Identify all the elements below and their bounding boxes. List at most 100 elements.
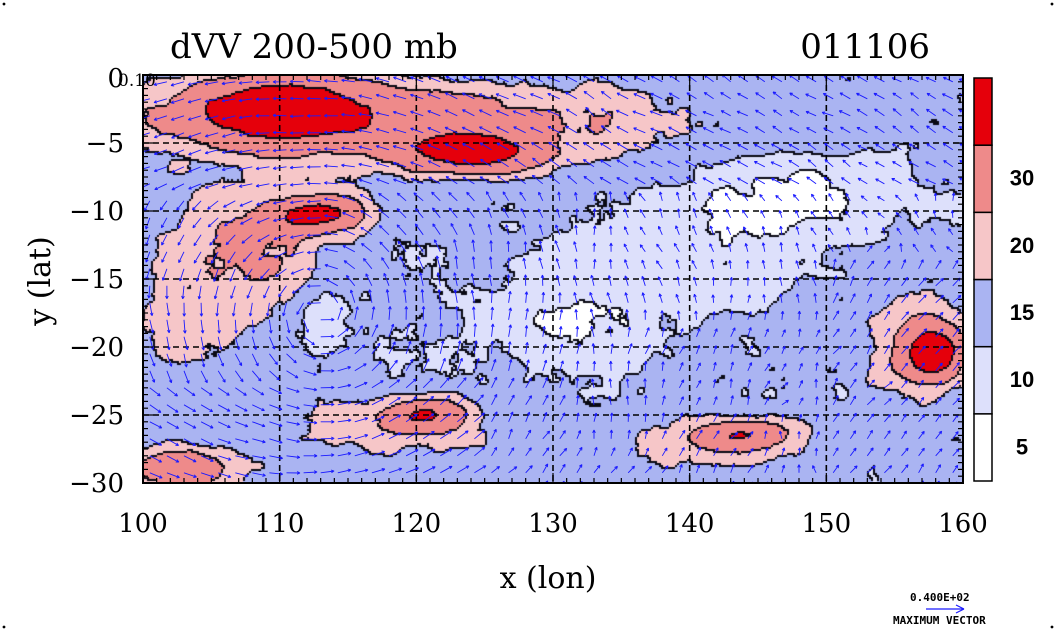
wind-vector-377: [724, 192, 732, 202]
wind-vector-349: [239, 200, 253, 207]
wind-vector-1045: [422, 430, 435, 440]
wind-vector-901: [474, 377, 484, 389]
wind-vector-1205: [645, 485, 653, 489]
wind-vector-1158: [678, 464, 683, 473]
wind-vector-545: [244, 268, 253, 281]
wind-vector-303: [289, 183, 304, 187]
wind-vector-1154: [610, 465, 618, 474]
wind-vector-302: [272, 183, 287, 188]
wind-vector-986: [252, 421, 266, 428]
wind-vector-867: [730, 361, 735, 371]
wind-vector-644: [266, 302, 270, 317]
wind-vector-1094: [422, 448, 436, 457]
wind-vector-467: [592, 225, 597, 235]
wind-vector-1050: [508, 428, 513, 439]
wind-vector-679: [866, 293, 872, 303]
wind-vector-744: [303, 336, 315, 346]
wind-vector-527: [779, 242, 783, 252]
wind-vector-793: [303, 353, 317, 360]
wind-vector-1047: [457, 430, 469, 440]
wind-vector-608: [488, 274, 492, 286]
wind-vector-677: [832, 292, 839, 303]
wind-vector-585: [935, 259, 942, 270]
wind-vector-975: [901, 397, 909, 406]
wind-vector-257: [341, 163, 355, 168]
wind-vector-433: [845, 210, 851, 219]
wind-vector-1010: [661, 412, 666, 422]
wind-vector-435: [877, 212, 885, 219]
wind-vector-624: [762, 276, 767, 286]
wind-vector-502: [342, 245, 356, 253]
wind-vector-344: [159, 200, 168, 211]
wind-vector-868: [747, 362, 753, 371]
wind-vector-282: [770, 161, 783, 168]
wind-vector-256: [324, 164, 338, 168]
wind-vector-879: [935, 362, 943, 372]
wind-vector-939: [286, 404, 300, 410]
wind-vector-130: [685, 109, 697, 117]
wind-vector-751: [422, 323, 428, 337]
wind-vector-1064: [747, 431, 754, 440]
wind-vector-538: [964, 246, 970, 252]
wind-vector-263: [445, 159, 458, 168]
wind-vector-82: [703, 91, 714, 100]
wind-vector-827: [884, 344, 890, 355]
wind-vector-657: [490, 290, 494, 303]
wind-vector-1114: [764, 447, 769, 456]
wind-vector-884: [183, 387, 196, 397]
wind-vector-878: [918, 362, 925, 372]
wind-vector-791: [269, 353, 278, 365]
wind-vector-373: [658, 191, 663, 201]
wind-vector-996: [422, 413, 435, 423]
wind-vector-786: [183, 353, 188, 368]
wind-vector-883: [166, 387, 179, 397]
wind-vector-674: [779, 293, 783, 303]
wind-vector-534: [899, 242, 903, 252]
wind-vector-396: [207, 217, 219, 228]
wind-vector-807: [542, 343, 547, 354]
wind-vector-120: [512, 110, 526, 117]
wind-vector-998: [457, 412, 469, 423]
wind-vector-852: [473, 357, 480, 371]
x-tick-label-0: 100: [118, 509, 168, 539]
wind-vector-662: [573, 292, 578, 303]
wind-vector-787: [200, 353, 206, 368]
wind-vector-1003: [542, 411, 548, 422]
wind-vector-876: [884, 362, 891, 372]
wind-vector-706: [490, 306, 495, 320]
wind-vector-1032: [200, 438, 214, 446]
wind-vector-364: [502, 191, 509, 202]
wind-vector-1219: [884, 484, 892, 490]
wind-vector-991: [337, 418, 352, 423]
wind-vector-619: [676, 276, 680, 286]
wind-vector-301: [255, 183, 270, 188]
wind-vector-582: [884, 260, 891, 270]
wind-vector-509: [471, 239, 475, 252]
wind-vector-521: [673, 242, 680, 253]
wind-vector-340: [925, 178, 936, 185]
wind-vector-494: [210, 251, 219, 264]
wind-vector-250: [221, 166, 236, 172]
wind-vector-179: [685, 126, 697, 134]
wind-vector-446: [225, 234, 236, 246]
wind-vector-51: [170, 98, 185, 104]
wind-vector-1122: [901, 447, 909, 457]
wind-vector-914: [696, 379, 702, 389]
wind-vector-455: [378, 224, 390, 236]
wind-vector-963: [696, 396, 701, 405]
wind-vector-855: [525, 359, 530, 371]
wind-vector-345: [176, 200, 185, 211]
wind-vector-1093: [405, 449, 419, 457]
wind-vector-406: [378, 208, 390, 219]
wind-vector-209: [358, 145, 373, 151]
wind-vector-917: [747, 378, 752, 388]
wind-vector-992: [354, 417, 369, 423]
wind-vector-499: [290, 251, 304, 257]
wind-vector-769: [730, 327, 736, 337]
wind-vector-675: [795, 293, 800, 303]
wind-vector-1083: [235, 455, 249, 460]
wind-vector-688: [183, 319, 187, 334]
wind-vector-117: [462, 109, 475, 117]
wind-vector-573: [728, 260, 732, 269]
wind-vector-815: [679, 345, 685, 355]
